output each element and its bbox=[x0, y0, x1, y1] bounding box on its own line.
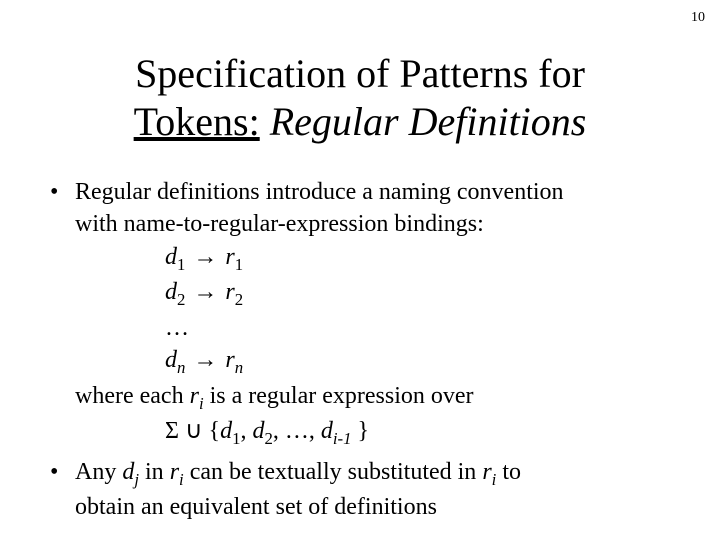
sigma: Σ bbox=[165, 418, 179, 444]
r2-sub: 2 bbox=[235, 290, 243, 309]
set-di-d: d bbox=[321, 418, 333, 444]
r1-sub: 1 bbox=[235, 255, 243, 274]
b2-dj-d: d bbox=[122, 459, 134, 485]
title-line1: Specification of Patterns for bbox=[135, 51, 585, 96]
c2: , bbox=[273, 418, 285, 444]
bullet-list: Regular definitions introduce a naming c… bbox=[40, 176, 680, 523]
r1-r: r bbox=[225, 244, 234, 270]
page-number: 10 bbox=[691, 10, 705, 26]
set-d2-s: 2 bbox=[264, 429, 272, 448]
dn-d: d bbox=[165, 347, 177, 373]
b2-ri2-r: r bbox=[482, 459, 491, 485]
set-d2-d: d bbox=[252, 418, 264, 444]
set-di-s: i-1 bbox=[333, 429, 352, 448]
b2-f: obtain an equivalent set of definitions bbox=[75, 494, 437, 520]
set-d1-d: d bbox=[220, 418, 232, 444]
rn-sub: n bbox=[235, 358, 243, 377]
title-line2a: Tokens: bbox=[134, 99, 260, 144]
b2-c: can be textually substituted in bbox=[184, 459, 483, 485]
slide-title: Specification of Patterns for Tokens: Re… bbox=[40, 50, 680, 146]
d1-d: d bbox=[165, 244, 177, 270]
arrow-n: → bbox=[191, 347, 219, 373]
cup: ∪ bbox=[185, 418, 203, 444]
b1-intro-a: Regular definitions introduce a naming c… bbox=[75, 179, 564, 205]
b2-a: Any bbox=[75, 459, 122, 485]
b1-intro-b: with name-to-regular-expression bindings… bbox=[75, 211, 484, 237]
c1: , bbox=[240, 418, 252, 444]
ri-r: r bbox=[190, 383, 199, 409]
where-line: where each ri is a regular expression ov… bbox=[75, 380, 680, 415]
b2-ri-r: r bbox=[170, 459, 179, 485]
bullet-1: Regular definitions introduce a naming c… bbox=[50, 176, 680, 451]
rn-r: r bbox=[225, 347, 234, 373]
where-b: is a regular expression over bbox=[204, 383, 474, 409]
d2-sub: 2 bbox=[177, 290, 185, 309]
where-a: where each bbox=[75, 383, 190, 409]
c3: , bbox=[309, 418, 321, 444]
bullet-2: Any dj in ri can be textually substitute… bbox=[50, 456, 680, 524]
dots: … bbox=[165, 315, 189, 341]
r2-r: r bbox=[225, 279, 234, 305]
sigma-line: Σ ∪ {d1, d2, …, di-1 } bbox=[75, 415, 680, 450]
title-line2b: Regular Definitions bbox=[270, 99, 587, 144]
lbrace: { bbox=[209, 418, 221, 444]
definition-lines: d1 → r1 d2 → r2 … dn → rn bbox=[75, 241, 680, 380]
arrow-2: → bbox=[191, 279, 219, 305]
dn-sub: n bbox=[177, 358, 185, 377]
b2-e: to bbox=[496, 459, 521, 485]
b2-b: in bbox=[139, 459, 170, 485]
d1-sub: 1 bbox=[177, 255, 185, 274]
d2-d: d bbox=[165, 279, 177, 305]
set-dots: … bbox=[285, 418, 309, 444]
arrow-1: → bbox=[191, 244, 219, 270]
rbrace: } bbox=[358, 418, 370, 444]
